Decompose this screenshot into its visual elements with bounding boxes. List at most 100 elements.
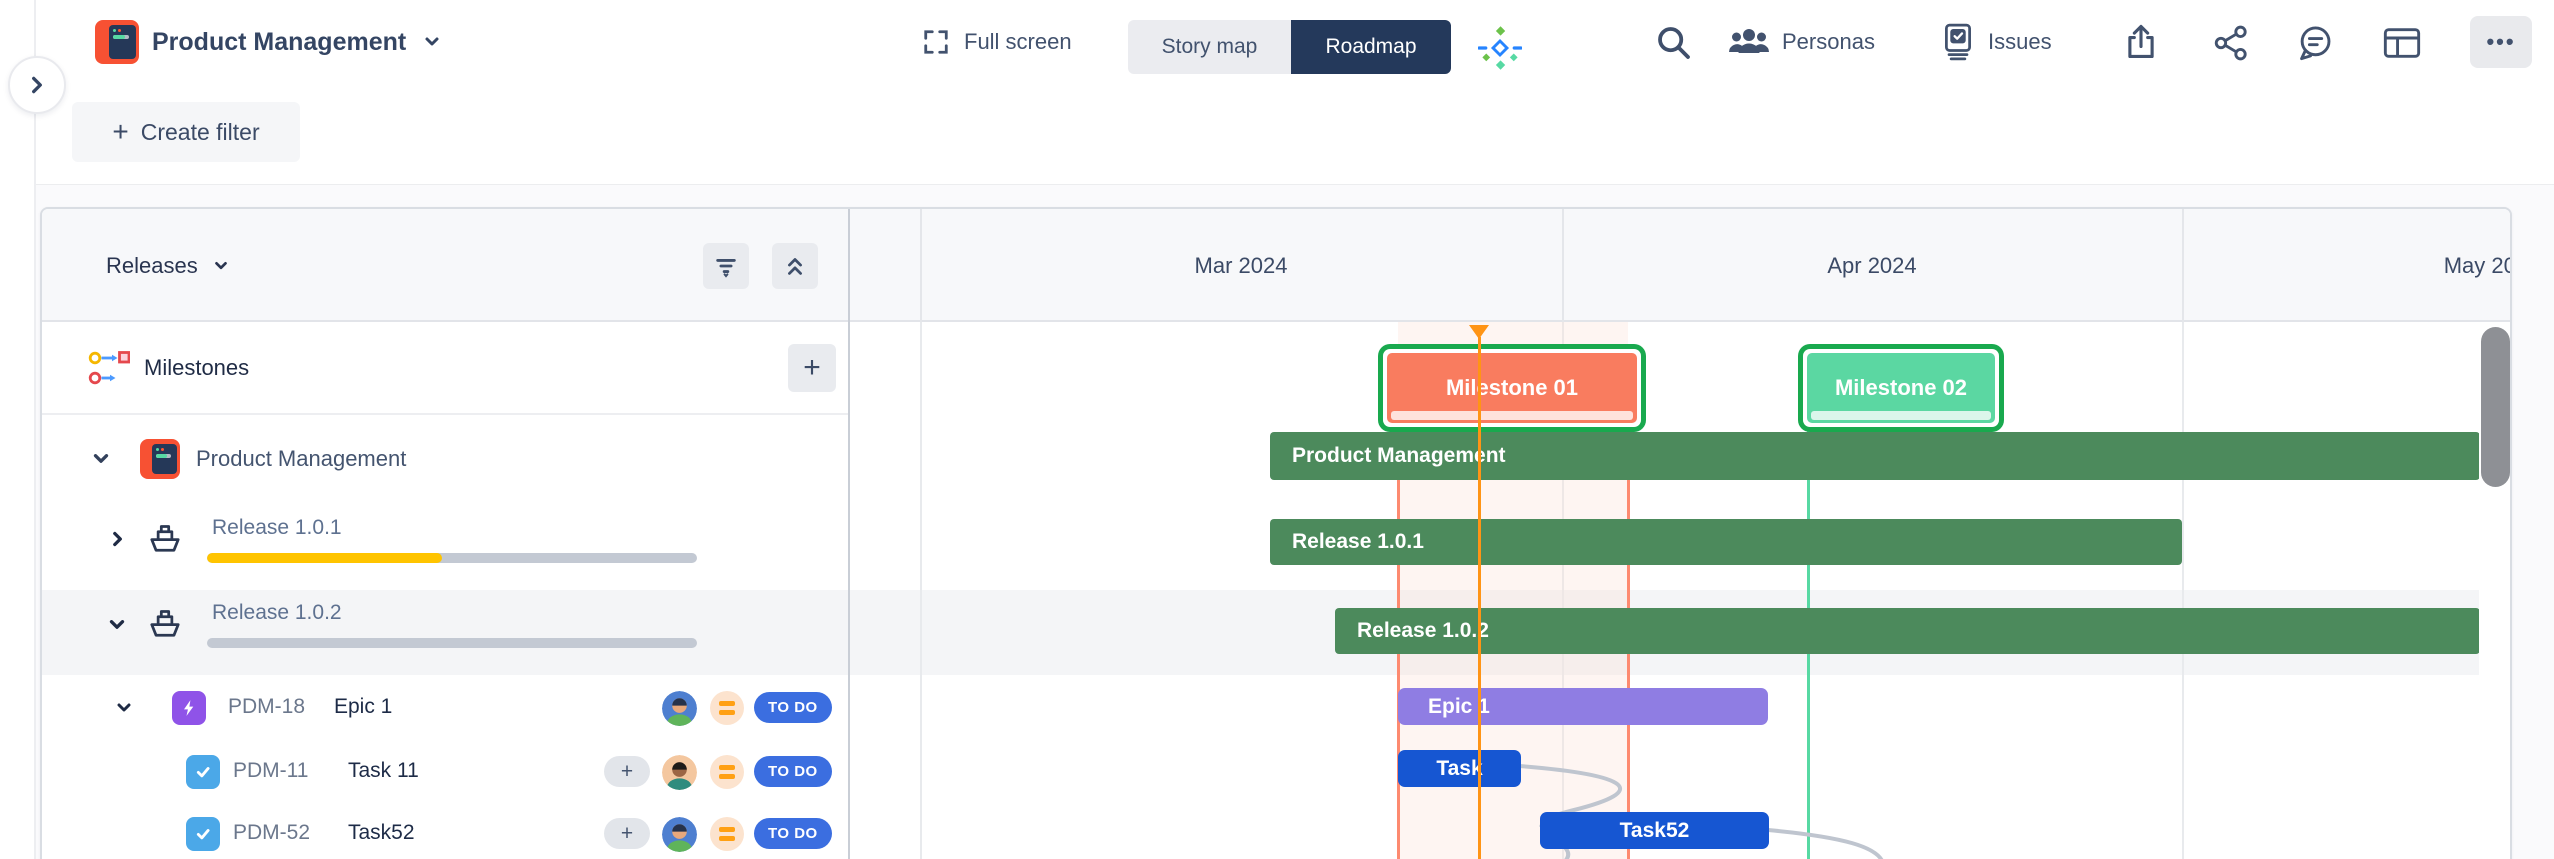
chevron-down-icon[interactable] [114,698,134,718]
gantt-bar-release-102[interactable]: Release 1.0.2 [1335,608,2480,654]
tab-story-map[interactable]: Story map [1128,20,1291,74]
plus-icon: + [620,821,634,845]
month-label-may: May 2024 [2443,252,2510,278]
milestones-label: Milestones [144,355,250,380]
status-badge[interactable]: TO DO [754,756,832,787]
status-badge[interactable]: TO DO [754,818,832,849]
left-panel-header: Releases [42,209,848,322]
search-icon[interactable] [1655,24,1693,62]
issues-icon [1945,23,1971,61]
issues-button[interactable]: Issues [1940,23,2052,61]
timeline-scrollbar-thumb[interactable] [2481,327,2510,487]
view-selector-dropdown[interactable]: Releases [106,253,230,279]
tab-roadmap[interactable]: Roadmap [1291,20,1451,74]
full-screen-label: Full screen [964,29,1072,54]
issue-title[interactable]: Task52 [348,821,415,844]
comment-icon[interactable] [2296,24,2334,62]
collapse-all-icon [788,258,802,275]
month-gridline [920,209,922,322]
chevron-down-icon[interactable] [106,614,128,636]
milestone-01[interactable]: Milestone 01 [1378,344,1646,432]
milestone-02[interactable]: Milestone 02 [1798,344,2004,432]
panel-divider[interactable] [848,209,850,859]
timeline-gridline [920,322,922,859]
add-assignee-button[interactable]: + [604,756,650,787]
gantt-bar-task11[interactable]: Task [1398,750,1521,787]
release-ship-icon [150,610,180,637]
release-name[interactable]: Release 1.0.2 [212,601,342,624]
share-icon[interactable] [2212,24,2250,62]
chevron-down-icon [214,261,227,269]
milestones-icon [88,351,130,385]
board-panel-icon[interactable] [2382,24,2422,62]
left-rail-divider [34,0,36,859]
milestone-label: Milestone 01 [1445,375,1579,400]
chevron-right-icon [32,76,42,94]
milestone1-end-line [1627,349,1630,859]
filter-button[interactable] [703,243,749,289]
issue-key: PDM-52 [233,821,311,844]
priority-medium-icon [710,755,744,789]
bar-label: Product Management [1292,444,1506,467]
plus-icon: + [112,116,129,147]
more-dots: ••• [2486,29,2516,54]
assignee-avatar[interactable] [662,755,697,790]
status-label: TO DO [768,825,818,842]
status-badge[interactable]: TO DO [754,692,832,723]
full-screen-button[interactable]: Full screen [922,24,1072,60]
roadmap-label: Roadmap [1325,35,1417,58]
issue-key: PDM-11 [233,759,309,782]
create-filter-button[interactable]: + Create filter [72,102,300,162]
release-102-row[interactable]: Release 1.0.2 [42,590,848,675]
gantt-bar-epic1[interactable]: Epic 1 [1398,688,1768,725]
personas-button[interactable]: Personas [1728,24,1875,60]
export-icon[interactable] [2122,22,2160,62]
milestones-row: Milestones + [42,322,848,414]
chevron-right-icon[interactable] [106,528,128,550]
add-milestone-button[interactable]: + [788,344,836,392]
more-actions-button[interactable]: ••• [2470,16,2532,68]
issue-title[interactable]: Epic 1 [334,695,393,718]
gantt-bar-task52[interactable]: Task52 [1540,812,1769,849]
create-filter-label: Create filter [140,118,260,145]
epic-type-icon [172,691,206,725]
task-type-icon [186,817,220,851]
personas-label: Personas [1782,29,1875,54]
month-gridline [1562,209,1564,322]
issue-title[interactable]: Task 11 [348,759,419,782]
gantt-bar-project[interactable]: Product Management [1270,432,2480,480]
page-title: Product Management [152,27,407,56]
ai-sparkle-icon[interactable] [1478,26,1522,70]
timeline-scrollbar-track[interactable] [2479,322,2510,859]
status-label: TO DO [768,699,818,716]
month-label-mar: Mar 2024 [1194,252,1288,278]
personas-icon [1729,29,1769,53]
release-name[interactable]: Release 1.0.1 [212,516,342,539]
chevron-down-icon [425,37,439,46]
project-avatar-icon [95,20,139,64]
add-assignee-button[interactable]: + [604,818,650,849]
release-progress-bar [207,553,697,563]
priority-medium-icon [710,691,744,725]
milestone-label: Milestone 02 [1834,375,1968,400]
issue-row-task52[interactable]: PDM-52 Task52 + TO DO [42,803,848,859]
expand-sidebar-button[interactable] [8,56,66,114]
filter-icon [716,259,736,278]
roadmap-card: Mar 2024 Apr 2024 May 2024 Releases [40,207,2512,859]
assignee-avatar[interactable] [662,817,697,852]
bar-label: Task52 [1619,818,1690,842]
priority-medium-icon [710,817,744,851]
issue-row-task11[interactable]: PDM-11 Task 11 + TO DO [42,741,848,803]
task-type-icon [186,755,220,789]
project-switcher[interactable]: Product Management [152,24,442,60]
chevron-down-icon[interactable] [90,448,112,470]
release-101-row[interactable]: Release 1.0.1 [42,504,848,590]
issue-row-epic1[interactable]: PDM-18 Epic 1 TO DO [42,675,848,741]
release-ship-icon [150,525,180,552]
assignee-avatar[interactable] [662,691,697,726]
collapse-all-button[interactable] [772,243,818,289]
project-tree-row[interactable]: Product Management [42,414,848,504]
month-gridline [2182,209,2184,322]
gantt-bar-release-101[interactable]: Release 1.0.1 [1270,519,2182,565]
project-avatar-icon [140,439,180,479]
